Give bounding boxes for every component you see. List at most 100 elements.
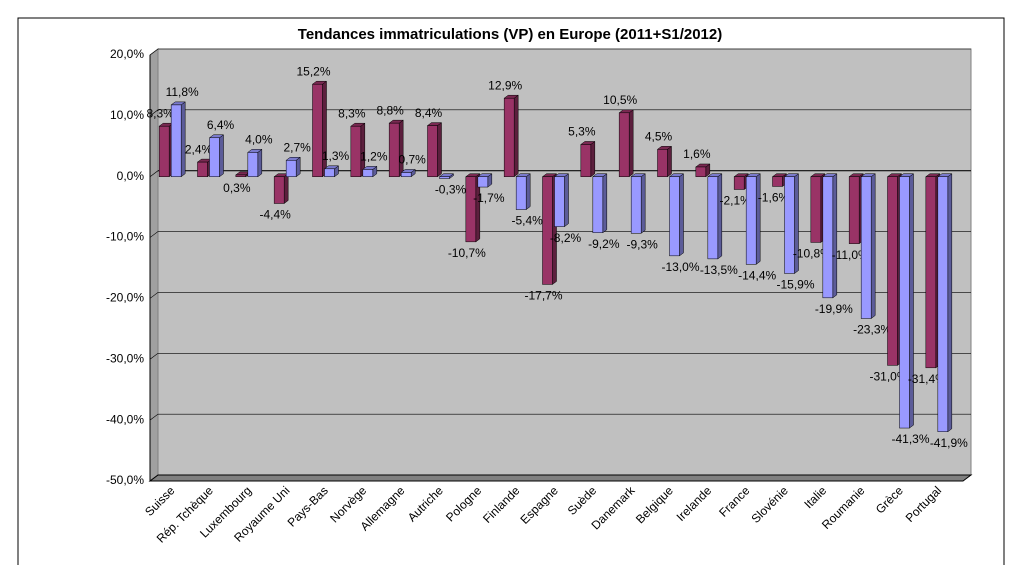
- bar: [848, 176, 860, 244]
- value-label: -41,9%: [930, 436, 968, 450]
- bar-side: [180, 101, 186, 178]
- bar: [810, 176, 822, 243]
- value-label: 12,9%: [488, 78, 522, 92]
- value-label: 6,4%: [207, 118, 235, 132]
- bar: [362, 169, 374, 177]
- value-label: 0,7%: [398, 153, 426, 167]
- value-label: 8,4%: [415, 106, 443, 120]
- grid-line: [149, 292, 971, 299]
- bar: [860, 176, 872, 319]
- bar-side: [717, 173, 723, 260]
- bar: [235, 174, 247, 177]
- grid-line: [149, 231, 971, 238]
- bar: [170, 104, 182, 177]
- bar: [580, 144, 592, 177]
- value-label: 5,3%: [568, 125, 596, 139]
- bar-side: [513, 94, 519, 178]
- bar-side: [257, 148, 263, 178]
- grid-line: [149, 413, 971, 421]
- bar: [158, 125, 170, 177]
- value-label: 1,3%: [322, 149, 350, 163]
- bar-side: [602, 173, 608, 234]
- value-label: 4,5%: [645, 130, 673, 144]
- value-label: -23,3%: [853, 323, 891, 337]
- value-label: -2,1%: [719, 194, 751, 208]
- grid-line: [149, 352, 971, 360]
- value-label: -8,2%: [550, 231, 582, 245]
- bar: [822, 176, 834, 299]
- chart-title: Tendances immatriculations (VP) en Europ…: [298, 26, 722, 43]
- bar: [899, 176, 910, 429]
- value-label: -1,7%: [473, 191, 505, 205]
- bar: [745, 176, 757, 265]
- value-label: 1,2%: [360, 150, 388, 164]
- bar: [350, 125, 362, 177]
- value-label: -10,8%: [793, 247, 831, 261]
- value-label: -41,3%: [891, 432, 929, 446]
- value-label: 2,7%: [283, 140, 311, 154]
- bar-side: [755, 173, 761, 265]
- y-tick-label: -50,0%: [106, 473, 144, 487]
- value-label: -5,4%: [511, 214, 543, 228]
- value-label: -13,0%: [661, 260, 699, 274]
- floor: [148, 474, 973, 482]
- bar: [197, 161, 208, 177]
- y-tick-label: 10,0%: [110, 108, 144, 122]
- value-label: 1,6%: [683, 147, 711, 161]
- value-label: -17,7%: [524, 289, 562, 303]
- value-label: 8,8%: [376, 103, 404, 117]
- bar: [733, 176, 745, 190]
- bar-side: [628, 109, 634, 178]
- bar: [209, 137, 220, 177]
- bar: [925, 176, 937, 369]
- bar: [400, 172, 412, 177]
- bar-side: [832, 173, 838, 299]
- value-label: -9,3%: [626, 237, 658, 251]
- y-tick-label: 20,0%: [110, 47, 144, 61]
- bar: [324, 168, 335, 177]
- bar: [503, 97, 515, 177]
- bar-side: [590, 140, 596, 178]
- bar: [554, 176, 565, 227]
- bar: [937, 176, 949, 432]
- bar: [247, 152, 259, 177]
- value-label: -31,4%: [908, 372, 946, 386]
- value-label: -9,2%: [588, 237, 620, 251]
- value-label: 4,0%: [245, 133, 273, 147]
- bar: [707, 176, 719, 260]
- bar-side: [283, 173, 289, 204]
- value-label: 0,3%: [223, 181, 251, 195]
- value-label: 11,8%: [166, 85, 199, 99]
- bar-side: [640, 173, 646, 234]
- bar: [273, 176, 285, 204]
- bar-side: [679, 173, 684, 257]
- bar-side: [947, 173, 953, 433]
- bar-side: [667, 145, 672, 178]
- bar: [477, 176, 489, 188]
- bar: [312, 83, 323, 177]
- value-label: 2,4%: [185, 142, 213, 156]
- value-label: 10,5%: [603, 93, 637, 107]
- bar: [465, 176, 477, 243]
- y-tick-label: 0,0%: [117, 169, 145, 183]
- value-label: -13,5%: [700, 263, 738, 277]
- grid-line: [149, 109, 971, 117]
- bar: [657, 149, 668, 177]
- value-label: -1,6%: [758, 191, 790, 205]
- value-label: 8,3%: [338, 106, 366, 120]
- value-label: -31,0%: [869, 370, 907, 384]
- bar-side: [295, 156, 301, 178]
- y-tick-label: -20,0%: [106, 291, 144, 305]
- value-label: -14,4%: [738, 269, 776, 283]
- y-tick-label: -30,0%: [106, 351, 144, 365]
- value-label: -4,4%: [259, 208, 291, 222]
- bar: [388, 122, 400, 177]
- value-label: -19,9%: [815, 302, 853, 316]
- bar: [784, 176, 795, 274]
- y-tick-label: -40,0%: [106, 412, 144, 426]
- bar: [542, 176, 553, 285]
- value-label: -10,7%: [448, 246, 486, 260]
- bar-side: [564, 173, 569, 228]
